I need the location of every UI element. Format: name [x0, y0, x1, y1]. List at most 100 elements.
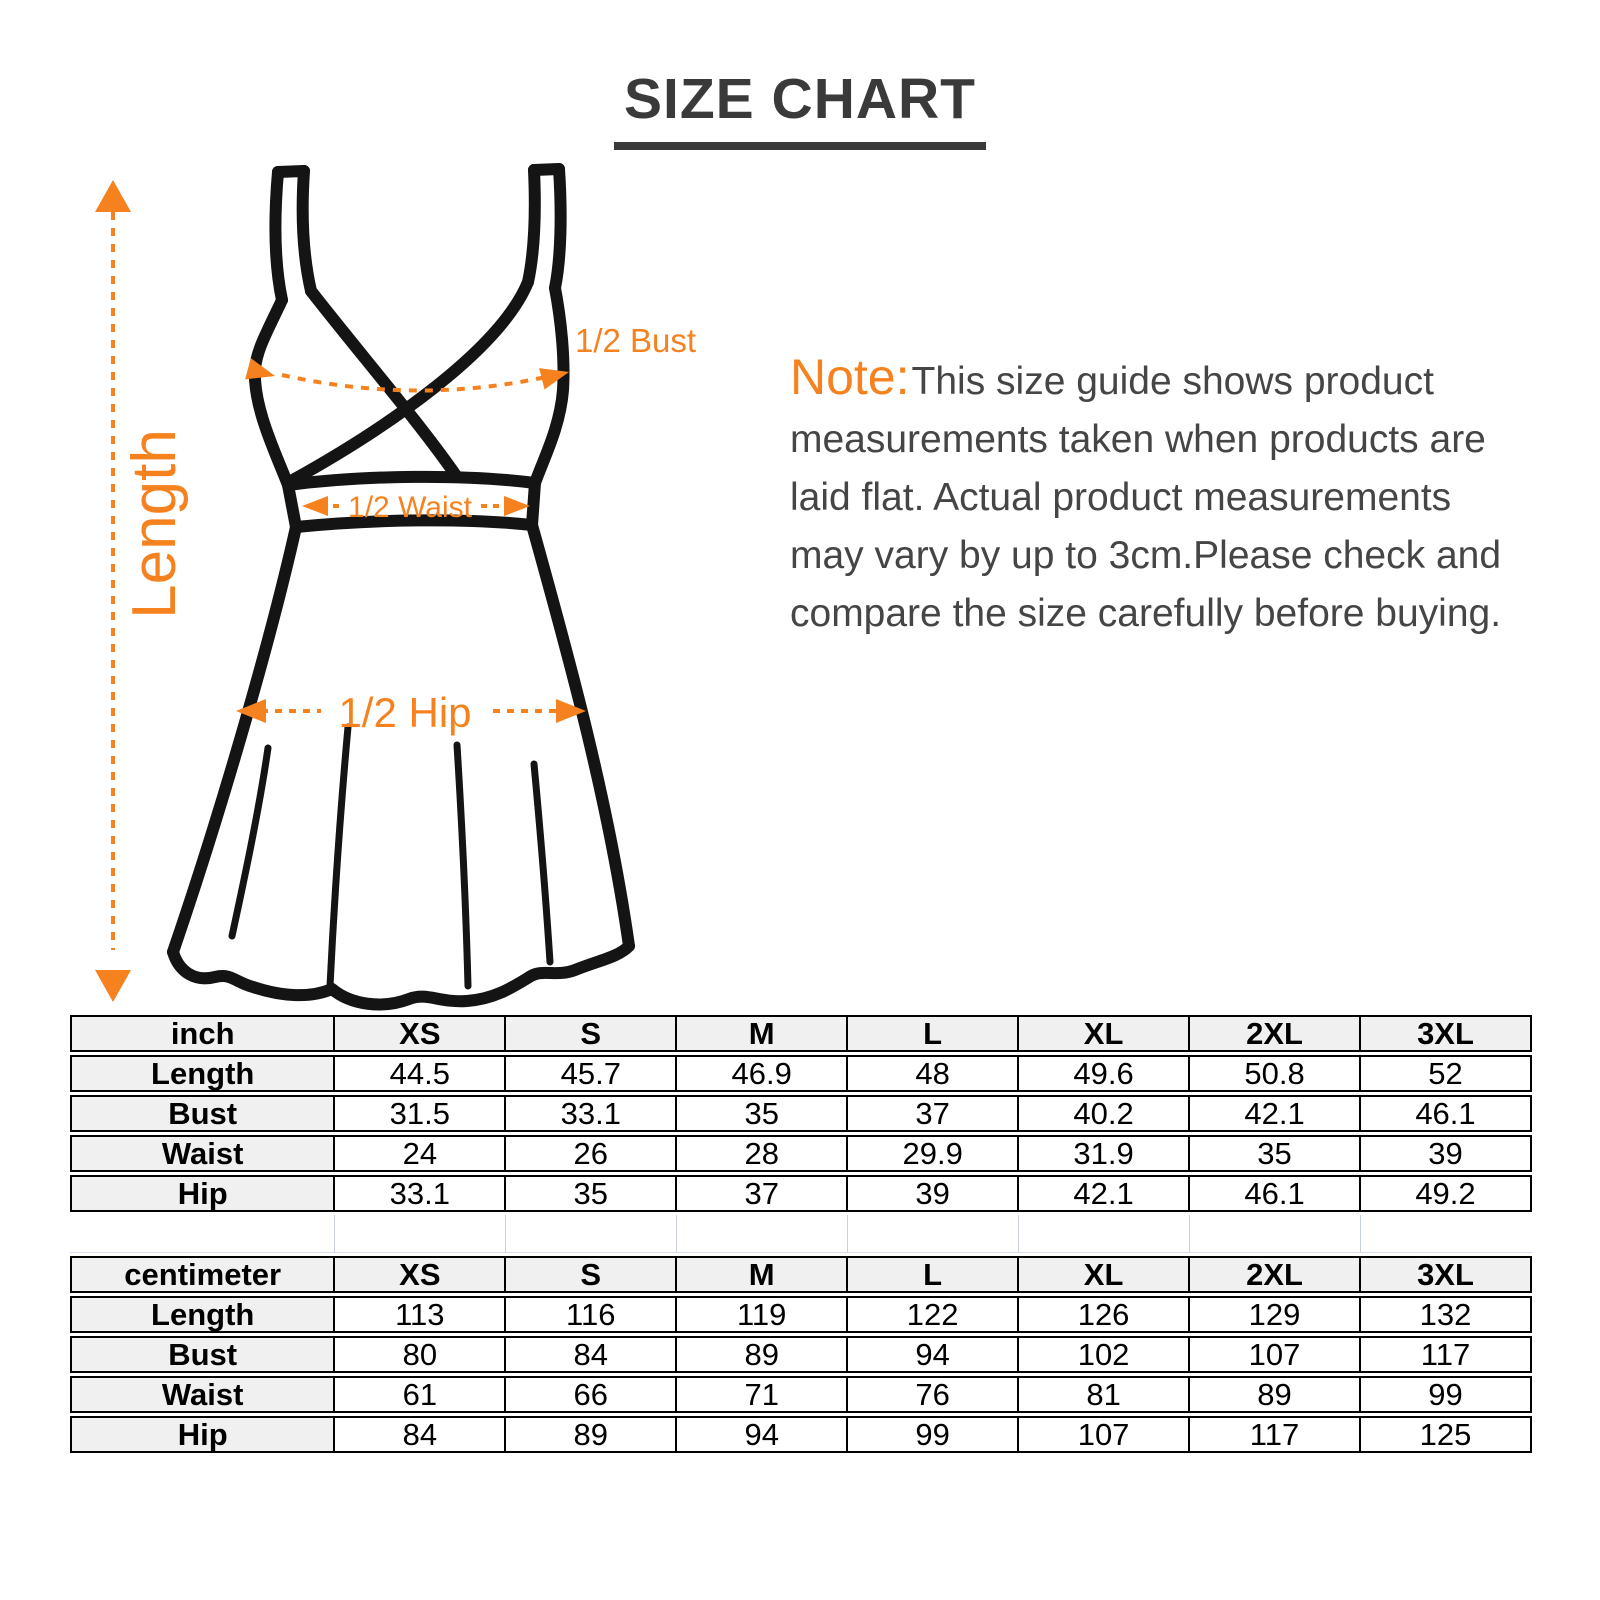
- row-label: Bust: [70, 1095, 336, 1132]
- row-label: Hip: [70, 1416, 336, 1453]
- row-label: Length: [70, 1296, 336, 1333]
- row-label: Hip: [70, 1175, 336, 1212]
- arrow-right-icon: [539, 368, 569, 390]
- size-value: 24: [335, 1135, 507, 1172]
- size-header: S: [506, 1015, 678, 1052]
- table-row: Waist 61 66 71 76 81 89 99: [70, 1376, 1532, 1413]
- size-value: 31.5: [335, 1095, 507, 1132]
- size-value: 33.1: [335, 1175, 507, 1212]
- size-value: 132: [1360, 1296, 1532, 1333]
- size-value: 94: [848, 1336, 1020, 1373]
- arrow-left-icon: [302, 496, 328, 516]
- row-label: Bust: [70, 1336, 336, 1373]
- table-row: Bust 31.5 33.1 35 37 40.2 42.1 46.1: [70, 1095, 1532, 1132]
- size-value: 84: [335, 1416, 507, 1453]
- size-header: 3XL: [1360, 1015, 1532, 1052]
- note-line: compare the size carefully before buying…: [790, 592, 1502, 635]
- size-tables: inch XS S M L XL 2XL 3XL Length 44.5 45.7 46.9 48 49.…: [70, 1012, 1532, 1456]
- size-value: 80: [335, 1336, 507, 1373]
- size-value: 116: [506, 1296, 678, 1333]
- size-value: 89: [1190, 1376, 1361, 1413]
- note-line: laid flat. Actual product measurements: [790, 476, 1452, 519]
- size-value: 113: [335, 1296, 507, 1333]
- size-header: XL: [1019, 1015, 1191, 1052]
- size-table-inch: inch XS S M L XL 2XL 3XL Length 44.5 45.7 46.9 48 49.…: [70, 1012, 1532, 1215]
- size-table-centimeter: centimeter XS S M L XL 2XL 3XL Length 113 116 119 12…: [70, 1253, 1532, 1456]
- arrow-left-icon: [245, 358, 275, 380]
- size-value: 99: [1360, 1376, 1532, 1413]
- note-text: This size guide shows product: [911, 360, 1434, 403]
- dress-diagram: Length 1/2 Bust 1/2 Waist 1/2 Hip: [95, 163, 696, 1011]
- hip-arrow: [236, 699, 586, 723]
- size-value: 46.9: [677, 1055, 849, 1092]
- size-value: 107: [1019, 1416, 1191, 1453]
- size-value: 33.1: [506, 1095, 678, 1132]
- size-value: 122: [848, 1296, 1020, 1333]
- size-value: 29.9: [848, 1135, 1020, 1172]
- bust-label: 1/2 Bust: [575, 322, 696, 359]
- size-value: 42.1: [1019, 1175, 1191, 1212]
- size-header: XS: [335, 1256, 507, 1293]
- size-value: 42.1: [1190, 1095, 1361, 1132]
- table-gap: [70, 1215, 1532, 1253]
- size-value: 49.6: [1019, 1055, 1191, 1092]
- note-line: may vary by up to 3cm.Please check and: [790, 534, 1502, 577]
- unit-cell: inch: [70, 1015, 336, 1052]
- size-value: 126: [1019, 1296, 1191, 1333]
- arrow-right-icon: [504, 496, 530, 516]
- size-value: 40.2: [1019, 1095, 1191, 1132]
- size-value: 31.9: [1019, 1135, 1191, 1172]
- size-value: 49.2: [1360, 1175, 1532, 1212]
- row-label: Waist: [70, 1135, 336, 1172]
- size-header: S: [506, 1256, 678, 1293]
- size-value: 35: [1190, 1135, 1361, 1172]
- size-value: 46.1: [1190, 1175, 1361, 1212]
- size-value: 39: [848, 1175, 1020, 1212]
- size-value: 46.1: [1360, 1095, 1532, 1132]
- table-row: Waist 24 26 28 29.9 31.9 35 39: [70, 1135, 1532, 1172]
- size-value: 66: [506, 1376, 678, 1413]
- size-header: L: [848, 1256, 1020, 1293]
- size-value: 125: [1360, 1416, 1532, 1453]
- size-value: 117: [1190, 1416, 1361, 1453]
- waist-arrow: [302, 496, 530, 516]
- size-value: 35: [677, 1095, 849, 1132]
- size-value: 117: [1360, 1336, 1532, 1373]
- size-header: XL: [1019, 1256, 1191, 1293]
- size-value: 89: [677, 1336, 849, 1373]
- table-row: Hip 33.1 35 37 39 42.1 46.1 49.2: [70, 1175, 1532, 1212]
- table-row: Hip 84 89 94 99 107 117 125: [70, 1416, 1532, 1453]
- table-row: Length 113 116 119 122 126 129 132: [70, 1296, 1532, 1333]
- size-value: 37: [677, 1175, 849, 1212]
- size-value: 50.8: [1190, 1055, 1361, 1092]
- table-row: Bust 80 84 89 94 102 107 117: [70, 1336, 1532, 1373]
- page-title-text: SIZE CHART: [614, 66, 986, 150]
- size-value: 39: [1360, 1135, 1532, 1172]
- header-row: centimeter XS S M L XL 2XL 3XL: [70, 1256, 1532, 1293]
- size-value: 76: [848, 1376, 1020, 1413]
- size-value: 35: [506, 1175, 678, 1212]
- page-title: SIZE CHART: [0, 66, 1600, 150]
- size-value: 52: [1360, 1055, 1532, 1092]
- size-value: 61: [335, 1376, 507, 1413]
- note-prefix: Note:: [790, 349, 910, 405]
- size-header: XS: [335, 1015, 507, 1052]
- size-header: M: [677, 1015, 849, 1052]
- size-value: 48: [848, 1055, 1020, 1092]
- row-label: Waist: [70, 1376, 336, 1413]
- note-line: measurements taken when products are: [790, 418, 1486, 461]
- note-block: Note:This size guide shows product measu…: [790, 348, 1550, 643]
- size-value: 71: [677, 1376, 849, 1413]
- header-row: inch XS S M L XL 2XL 3XL: [70, 1015, 1532, 1052]
- size-value: 44.5: [335, 1055, 507, 1092]
- row-label: Length: [70, 1055, 336, 1092]
- size-value: 107: [1190, 1336, 1361, 1373]
- size-value: 37: [848, 1095, 1020, 1132]
- waist-label: 1/2 Waist: [348, 491, 473, 524]
- size-header: M: [677, 1256, 849, 1293]
- size-header: 2XL: [1190, 1015, 1361, 1052]
- bust-arrow: [245, 358, 569, 393]
- arrow-right-icon: [556, 699, 586, 723]
- table-row: Length 44.5 45.7 46.9 48 49.6 50.8 52: [70, 1055, 1532, 1092]
